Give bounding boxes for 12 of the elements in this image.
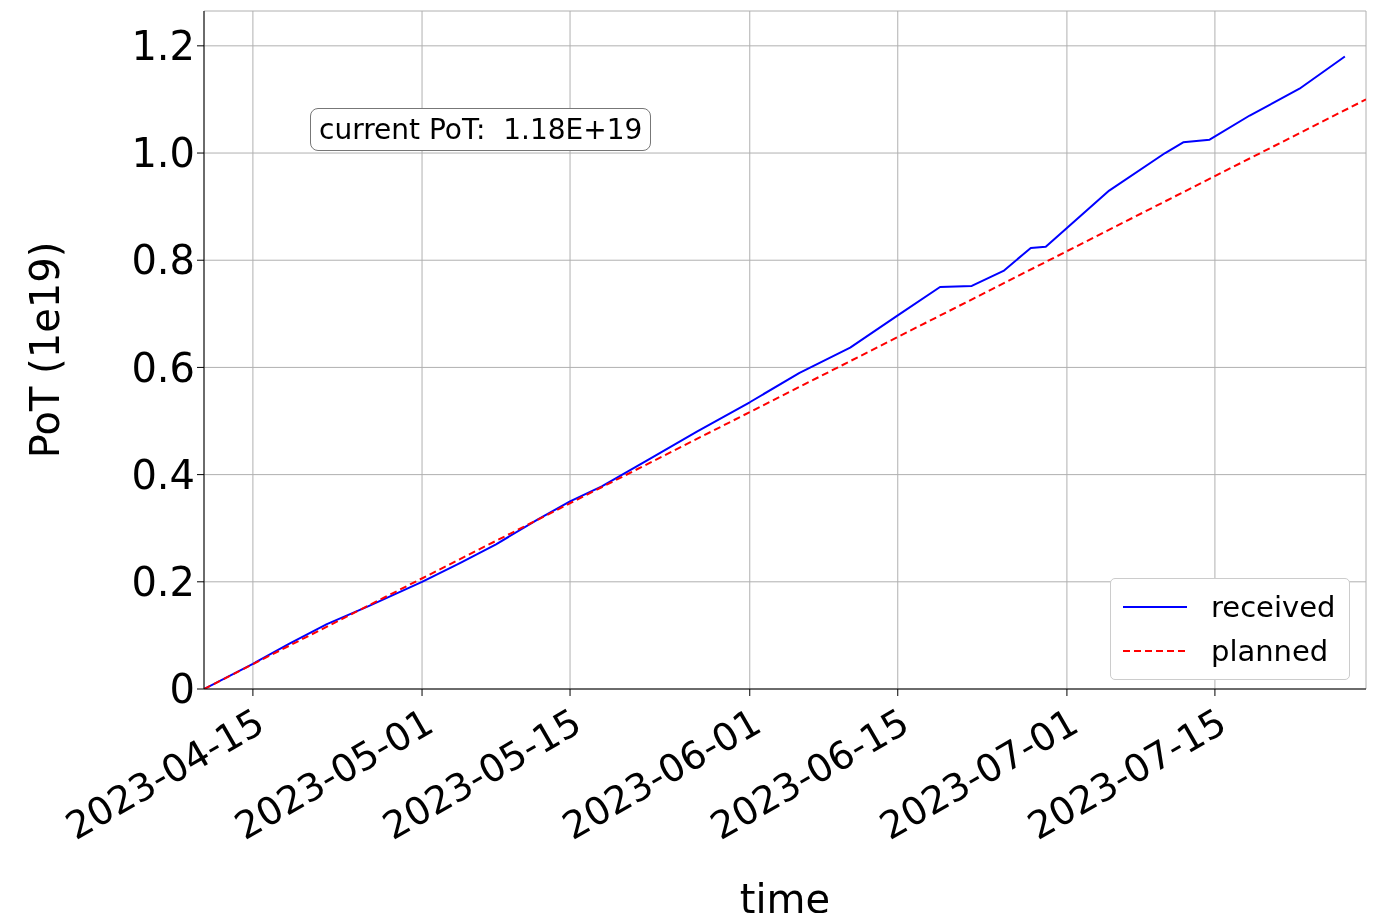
annotation: current PoT: 1.18E+19 xyxy=(310,108,652,151)
y-tick-label: 0.6 xyxy=(131,344,195,391)
y-tick-label: 1.2 xyxy=(131,23,195,70)
legend-label: received xyxy=(1211,590,1336,624)
y-tick-label: 0.8 xyxy=(131,237,195,284)
x-axis-title: time xyxy=(739,876,831,922)
y-tick-label: 0.2 xyxy=(131,559,195,606)
legend-label: planned xyxy=(1211,634,1329,668)
y-axis-title: PoT (1e19) xyxy=(22,241,68,459)
y-tick-label: 1.0 xyxy=(131,130,195,177)
y-tick-label: 0 xyxy=(169,666,195,713)
y-tick-label: 0.4 xyxy=(131,451,195,498)
